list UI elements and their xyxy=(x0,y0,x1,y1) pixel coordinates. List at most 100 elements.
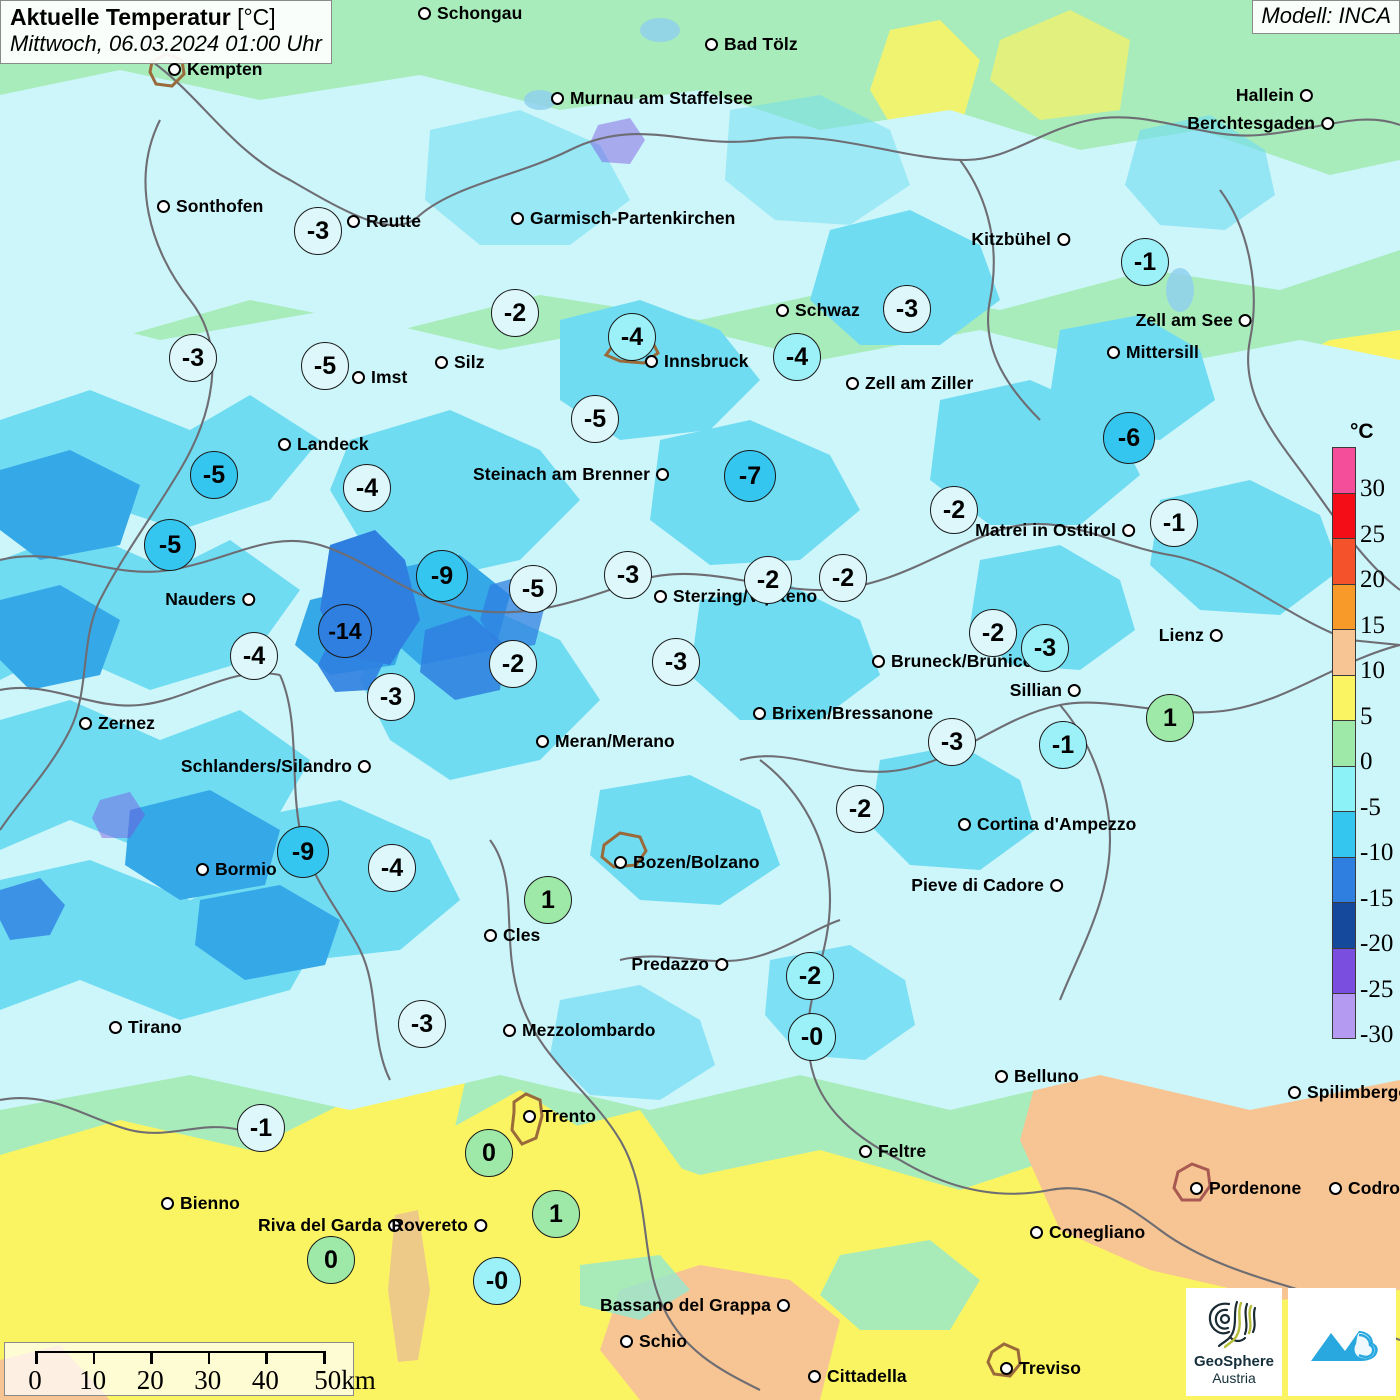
city-marker: Zell am Ziller xyxy=(846,373,974,393)
temperature-bubble: 0 xyxy=(307,1236,355,1284)
city-dot-icon xyxy=(161,1197,174,1211)
model-label: Modell: INCA xyxy=(1261,3,1391,28)
temperature-bubble: -1 xyxy=(237,1104,285,1152)
city-dot-icon xyxy=(620,1335,633,1349)
city-marker: Belluno xyxy=(995,1067,1079,1086)
temperature-bubble: 1 xyxy=(532,1190,580,1238)
temperature-bubble: -2 xyxy=(491,289,539,337)
city-dot-icon xyxy=(1030,1226,1043,1240)
city-marker: Berchtesgaden xyxy=(1187,114,1334,133)
temperature-bubble: -2 xyxy=(969,609,1017,657)
city-dot-icon xyxy=(777,1299,790,1313)
city-marker: Spilimbergo xyxy=(1288,1083,1400,1102)
city-label: Bormio xyxy=(215,859,277,879)
temperature-bubble: -3 xyxy=(1021,624,1069,672)
city-dot-icon xyxy=(958,818,971,832)
city-marker: Matrei in Osttirol xyxy=(975,520,1135,540)
city-label: Murnau am Staffelsee xyxy=(570,88,753,108)
city-label: Zell am See xyxy=(1135,310,1233,330)
legend-tick-label: 25 xyxy=(1360,520,1385,548)
city-dot-icon xyxy=(1068,684,1081,698)
city-dot-icon xyxy=(278,438,291,452)
city-label: Steinach am Brenner xyxy=(473,464,650,484)
city-label: Pordenone xyxy=(1209,1178,1302,1198)
city-dot-icon xyxy=(1239,314,1252,328)
city-dot-icon xyxy=(753,707,766,721)
geosphere-name: GeoSphere xyxy=(1193,1353,1275,1370)
geosphere-mark-icon xyxy=(1208,1300,1257,1349)
city-dot-icon xyxy=(511,212,524,226)
city-marker: Sillian xyxy=(1009,680,1081,700)
city-marker: Bruneck/Brunico xyxy=(872,652,1034,671)
scale-bar: 0 10 20 30 40 50km xyxy=(4,1342,376,1396)
city-marker: Bassano del Grappa xyxy=(599,1295,790,1315)
city-marker: Schlanders/Silandro xyxy=(180,756,371,776)
city-marker: Schio xyxy=(620,1332,687,1351)
temperature-bubble: 0 xyxy=(465,1129,513,1177)
city-marker: Cortina d'Ampezzo xyxy=(958,815,1136,834)
city-label: Lienz xyxy=(1158,625,1204,645)
city-dot-icon xyxy=(352,371,365,385)
city-dot-icon xyxy=(1050,879,1063,893)
temperature-bubble: -3 xyxy=(928,718,976,766)
temperature-bubble: -3 xyxy=(294,207,342,255)
city-marker: Imst xyxy=(352,368,407,387)
city-marker: Sterzing/Vipiteno xyxy=(654,587,817,606)
city-marker: Murnau am Staffelsee xyxy=(551,88,753,108)
city-marker: Kempten xyxy=(168,59,263,79)
temperature-bubble: -4 xyxy=(343,464,391,512)
title-unit: [°C] xyxy=(237,4,276,30)
city-dot-icon xyxy=(242,593,255,607)
scale-tick-label: 20 xyxy=(136,1365,164,1395)
city-marker: Kitzbühel xyxy=(971,230,1070,249)
city-label: Mittersill xyxy=(1126,342,1199,362)
temperature-bubble: -3 xyxy=(604,551,652,599)
temperature-bubble: -4 xyxy=(230,632,278,680)
city-label: Sillian xyxy=(1009,680,1062,700)
city-marker: Cles xyxy=(484,926,540,945)
legend-tick-label: 15 xyxy=(1360,611,1385,639)
city-dot-icon xyxy=(347,215,360,229)
city-label: Riva del Garda xyxy=(258,1215,382,1235)
temperature-bubble: -2 xyxy=(819,554,867,602)
city-dot-icon xyxy=(418,7,431,21)
mountain-cloud-icon xyxy=(1311,1331,1378,1361)
scale-tick-icon xyxy=(35,1351,38,1364)
city-dot-icon xyxy=(1057,233,1070,247)
city-marker: Landeck xyxy=(278,435,369,454)
city-label: Bassano del Grappa xyxy=(599,1295,771,1315)
city-label: Zell am Ziller xyxy=(865,373,974,393)
city-label: Feltre xyxy=(878,1141,927,1161)
city-marker: Nauders xyxy=(165,590,255,609)
city-marker: Bormio xyxy=(196,859,277,879)
city-label: Matrei in Osttirol xyxy=(975,520,1116,540)
geosphere-country: Austria xyxy=(1212,1370,1256,1386)
temperature-bubble: -14 xyxy=(318,604,372,658)
city-marker: Garmisch-Partenkirchen xyxy=(511,209,735,228)
temperature-bubble: -2 xyxy=(786,952,834,1000)
temperature-bubble: -7 xyxy=(724,450,776,502)
scale-tick-icon xyxy=(207,1351,211,1364)
city-label: Schlanders/Silandro xyxy=(180,756,352,776)
city-dot-icon xyxy=(1300,89,1313,103)
city-marker: Steinach am Brenner xyxy=(473,464,669,484)
city-dot-icon xyxy=(551,92,564,106)
city-label: Conegliano xyxy=(1049,1222,1146,1242)
city-marker: Brixen/Bressanone xyxy=(753,704,933,723)
city-label: Kempten xyxy=(187,59,263,79)
city-marker: Tirano xyxy=(109,1018,182,1037)
city-label: Trento xyxy=(542,1106,597,1126)
scale-tick-label: 50km xyxy=(314,1365,376,1395)
city-dot-icon xyxy=(1190,1182,1203,1196)
temperature-bubble: -3 xyxy=(367,673,415,721)
city-marker: Bad Tölz xyxy=(705,34,798,54)
legend-tick-label: 20 xyxy=(1360,566,1385,593)
temperature-bubble: -4 xyxy=(368,844,416,892)
temperature-bubble: -5 xyxy=(144,519,196,571)
legend-tick-label: -30 xyxy=(1360,1021,1394,1048)
legend-swatch: -5 xyxy=(1332,765,1381,821)
city-label: Bad Tölz xyxy=(724,34,798,54)
city-marker: Predazzo xyxy=(631,955,728,974)
city-dot-icon xyxy=(358,760,371,774)
scale-tick-label: 30 xyxy=(194,1365,222,1395)
